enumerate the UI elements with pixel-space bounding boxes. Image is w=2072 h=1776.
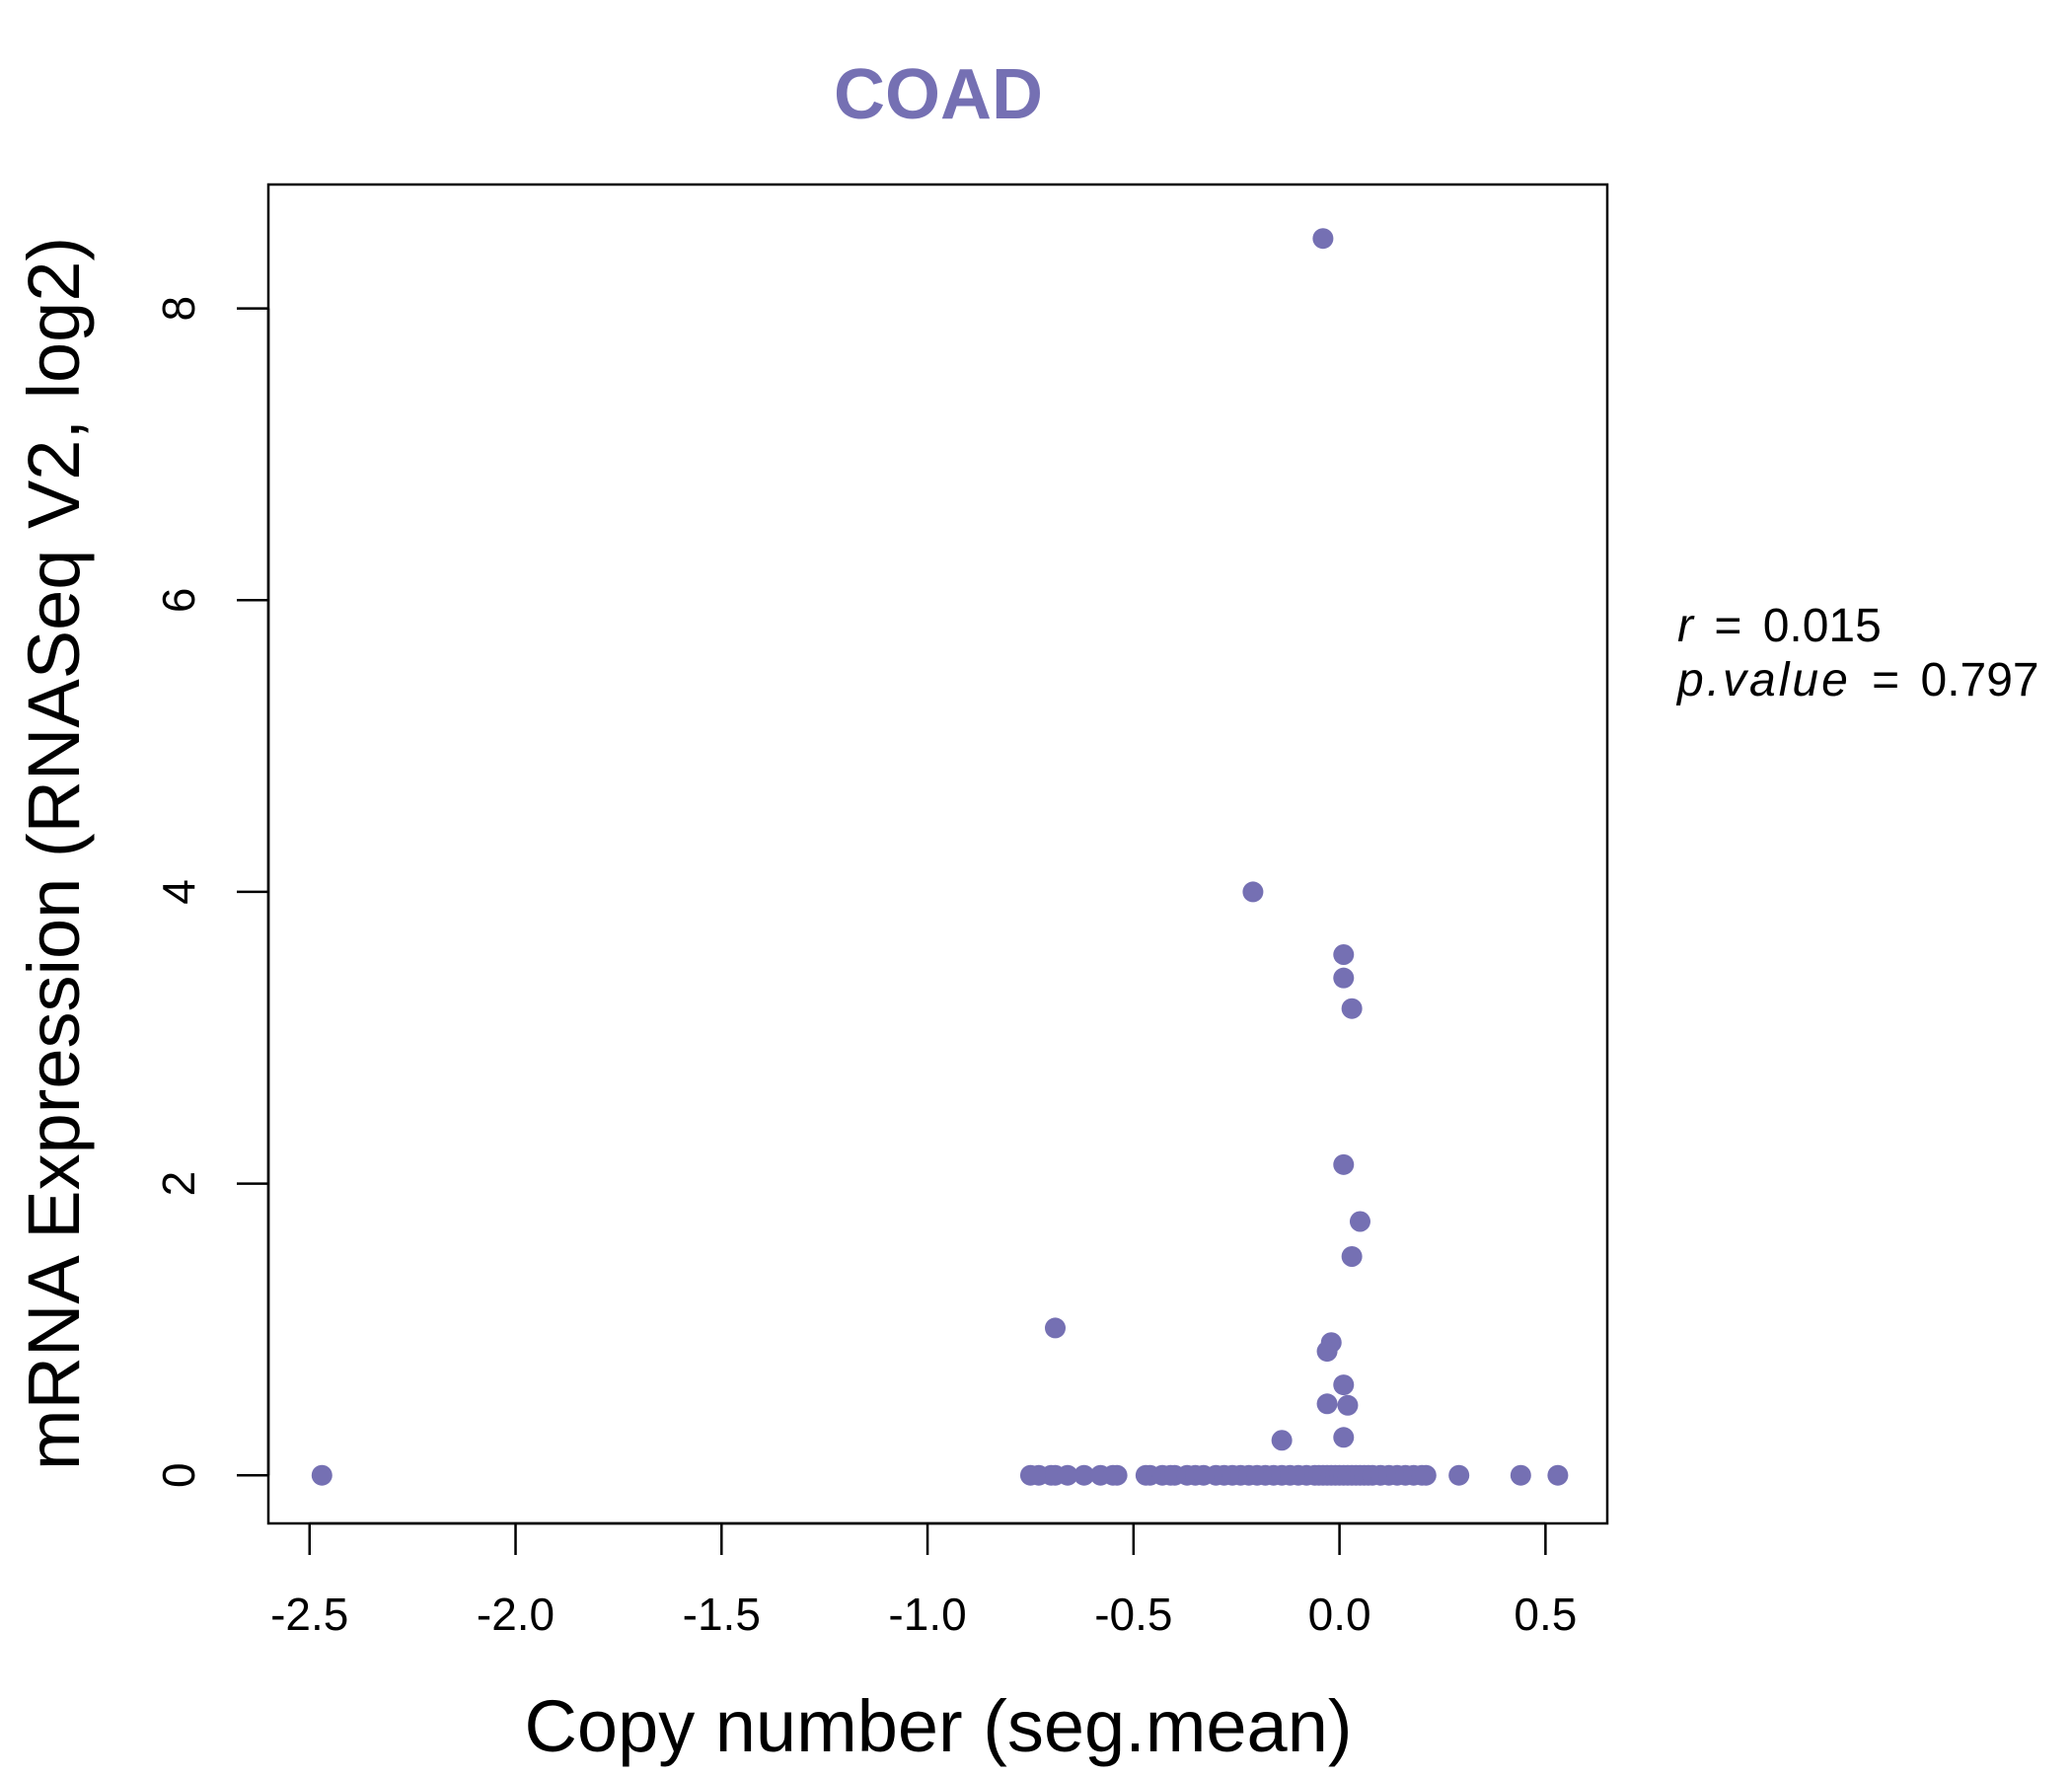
data-point [1333, 967, 1355, 989]
data-point [1316, 1341, 1338, 1363]
p-value: 0.797 [1921, 654, 2039, 706]
data-point [1349, 1211, 1370, 1232]
data-point [1073, 1464, 1095, 1486]
x-tick-label: 0.5 [1514, 1589, 1577, 1640]
data-point [1333, 1374, 1355, 1396]
y-tick-label: 4 [153, 879, 204, 905]
r-label: r [1677, 600, 1695, 652]
p-label: p.value [1675, 654, 1851, 706]
r-value: 0.015 [1763, 600, 1882, 652]
p-annotation: p.value = 0.797 [1675, 654, 2039, 706]
data-point [1312, 228, 1334, 250]
data-points [311, 228, 1569, 1486]
data-point [1337, 1394, 1359, 1416]
y-tick-label: 2 [153, 1171, 204, 1197]
x-tick-label: 0.0 [1308, 1589, 1371, 1640]
r-equals: = [1714, 600, 1741, 652]
correlation-annotation: r = 0.015 p.value = 0.797 [1675, 600, 2039, 706]
y-tick-label: 6 [153, 587, 204, 613]
x-axis: -2.5 -2.0 -1.5 -1.0 -0.5 0.0 0.5 [270, 1521, 1577, 1640]
data-point [1341, 1245, 1363, 1267]
data-point [1316, 1393, 1338, 1415]
r-annotation: r = 0.015 [1677, 600, 1882, 652]
data-point [1333, 1153, 1355, 1175]
data-point [1547, 1464, 1569, 1486]
y-tick-label: 8 [153, 296, 204, 322]
y-axis-title: mRNA Expression (RNASeq V2, log2) [13, 237, 95, 1470]
chart-title: COAD [834, 55, 1043, 134]
data-point [1333, 1427, 1355, 1448]
data-point [1415, 1464, 1437, 1486]
x-axis-title: Copy number (seg.mean) [524, 1685, 1352, 1767]
data-point [1044, 1317, 1066, 1339]
x-tick-label: -1.5 [683, 1589, 761, 1640]
y-tick-label: 0 [153, 1462, 204, 1488]
plot-frame [266, 183, 1609, 1525]
data-point [1510, 1464, 1531, 1486]
data-point [1341, 998, 1363, 1019]
x-tick-label: -1.0 [888, 1589, 966, 1640]
data-point [1448, 1464, 1470, 1486]
x-tick-label: -2.0 [477, 1589, 555, 1640]
y-axis: 0 2 4 6 8 [153, 296, 270, 1488]
data-point [1271, 1430, 1293, 1451]
data-point [1057, 1464, 1078, 1486]
p-equals: = [1872, 654, 1899, 706]
data-point [1106, 1464, 1128, 1486]
data-point [1242, 881, 1264, 903]
x-tick-label: -2.5 [270, 1589, 348, 1640]
x-tick-label: -0.5 [1094, 1589, 1172, 1640]
data-point [1333, 943, 1355, 965]
data-point [311, 1464, 333, 1486]
